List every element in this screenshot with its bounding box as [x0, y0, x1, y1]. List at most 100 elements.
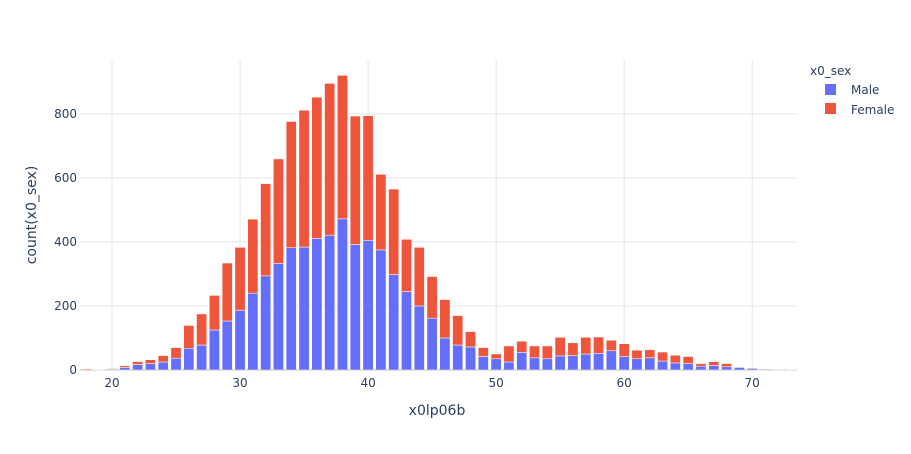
bar-male-69[interactable] [734, 367, 744, 370]
bar-male-54[interactable] [542, 359, 552, 370]
bar-female-29[interactable] [222, 263, 232, 321]
bar-female-34[interactable] [286, 121, 296, 247]
bar-female-27[interactable] [197, 314, 207, 345]
bar-female-20[interactable] [107, 368, 117, 369]
bar-female-47[interactable] [453, 316, 463, 345]
bar-female-42[interactable] [389, 189, 399, 275]
bar-female-65[interactable] [683, 357, 693, 364]
bar-male-57[interactable] [581, 354, 591, 370]
bar-female-35[interactable] [299, 110, 309, 247]
bar-male-64[interactable] [670, 363, 680, 370]
bar-male-35[interactable] [299, 247, 309, 370]
bar-male-63[interactable] [657, 361, 667, 370]
bar-male-46[interactable] [440, 338, 450, 370]
bar-female-22[interactable] [132, 362, 142, 365]
bar-male-41[interactable] [376, 250, 386, 370]
bar-female-54[interactable] [542, 346, 552, 359]
bar-male-28[interactable] [209, 330, 219, 370]
bar-male-61[interactable] [632, 359, 642, 370]
bar-female-58[interactable] [593, 337, 603, 353]
bar-female-45[interactable] [427, 276, 437, 318]
bar-female-32[interactable] [261, 184, 271, 276]
bar-female-66[interactable] [696, 364, 706, 367]
bar-male-24[interactable] [158, 362, 168, 370]
legend-item-female[interactable]: Female [825, 103, 894, 117]
bar-male-33[interactable] [273, 263, 283, 370]
bar-female-30[interactable] [235, 247, 245, 310]
bar-male-53[interactable] [529, 358, 539, 370]
bar-male-27[interactable] [197, 345, 207, 370]
bar-male-45[interactable] [427, 318, 437, 370]
bar-male-39[interactable] [350, 244, 360, 370]
bar-female-53[interactable] [529, 346, 539, 358]
bar-female-18[interactable] [81, 369, 91, 370]
bar-female-33[interactable] [273, 159, 283, 263]
bar-male-68[interactable] [721, 367, 731, 370]
bar-female-70[interactable] [747, 368, 757, 369]
bar-male-51[interactable] [504, 362, 514, 370]
bar-male-44[interactable] [414, 306, 424, 370]
bar-female-39[interactable] [350, 116, 360, 244]
bar-male-37[interactable] [325, 235, 335, 370]
bar-male-23[interactable] [145, 364, 155, 370]
bar-male-50[interactable] [491, 359, 501, 370]
bar-female-44[interactable] [414, 247, 424, 306]
bar-female-69[interactable] [734, 367, 744, 368]
bar-female-23[interactable] [145, 360, 155, 364]
bar-female-61[interactable] [632, 350, 642, 359]
bar-male-36[interactable] [312, 238, 322, 370]
bar-male-43[interactable] [401, 292, 411, 370]
bar-female-55[interactable] [555, 337, 565, 356]
bar-male-38[interactable] [337, 219, 347, 370]
bar-male-29[interactable] [222, 321, 232, 370]
bar-female-36[interactable] [312, 97, 322, 238]
bar-female-57[interactable] [581, 337, 591, 354]
bar-male-52[interactable] [517, 352, 527, 370]
bar-female-24[interactable] [158, 356, 168, 362]
bar-male-42[interactable] [389, 275, 399, 370]
legend[interactable]: x0_sex Male Female [810, 64, 894, 117]
bar-male-21[interactable] [120, 367, 130, 370]
bar-female-31[interactable] [248, 219, 258, 293]
bar-female-51[interactable] [504, 346, 514, 362]
bar-female-62[interactable] [645, 350, 655, 358]
bar-male-22[interactable] [132, 365, 142, 370]
bar-female-60[interactable] [619, 344, 629, 357]
bar-male-59[interactable] [606, 351, 616, 370]
bar-male-34[interactable] [286, 248, 296, 370]
bar-female-68[interactable] [721, 364, 731, 367]
bar-female-59[interactable] [606, 340, 616, 351]
bar-male-55[interactable] [555, 356, 565, 370]
bar-male-31[interactable] [248, 293, 258, 370]
bar-male-40[interactable] [363, 240, 373, 370]
bar-male-60[interactable] [619, 357, 629, 370]
bar-male-47[interactable] [453, 345, 463, 370]
bar-female-49[interactable] [478, 348, 488, 357]
bar-male-66[interactable] [696, 366, 706, 370]
bar-male-30[interactable] [235, 310, 245, 370]
bar-female-25[interactable] [171, 348, 181, 359]
bar-female-63[interactable] [657, 352, 667, 361]
bar-female-40[interactable] [363, 116, 373, 241]
bar-male-56[interactable] [568, 356, 578, 370]
bar-female-46[interactable] [440, 300, 450, 338]
bar-female-26[interactable] [184, 325, 194, 348]
bar-male-67[interactable] [709, 366, 719, 370]
bar-female-37[interactable] [325, 83, 335, 235]
bar-female-43[interactable] [401, 239, 411, 291]
bar-female-67[interactable] [709, 362, 719, 366]
bar-male-65[interactable] [683, 364, 693, 370]
bar-female-28[interactable] [209, 295, 219, 330]
bar-male-26[interactable] [184, 348, 194, 370]
bar-male-25[interactable] [171, 358, 181, 370]
bar-female-56[interactable] [568, 343, 578, 356]
legend-item-male[interactable]: Male [825, 83, 879, 97]
bar-female-41[interactable] [376, 174, 386, 250]
bar-male-62[interactable] [645, 358, 655, 370]
bar-female-64[interactable] [670, 355, 680, 363]
bar-male-58[interactable] [593, 353, 603, 370]
bar-female-52[interactable] [517, 341, 527, 352]
bar-male-32[interactable] [261, 276, 271, 370]
bar-female-38[interactable] [337, 75, 347, 218]
bar-male-49[interactable] [478, 357, 488, 370]
